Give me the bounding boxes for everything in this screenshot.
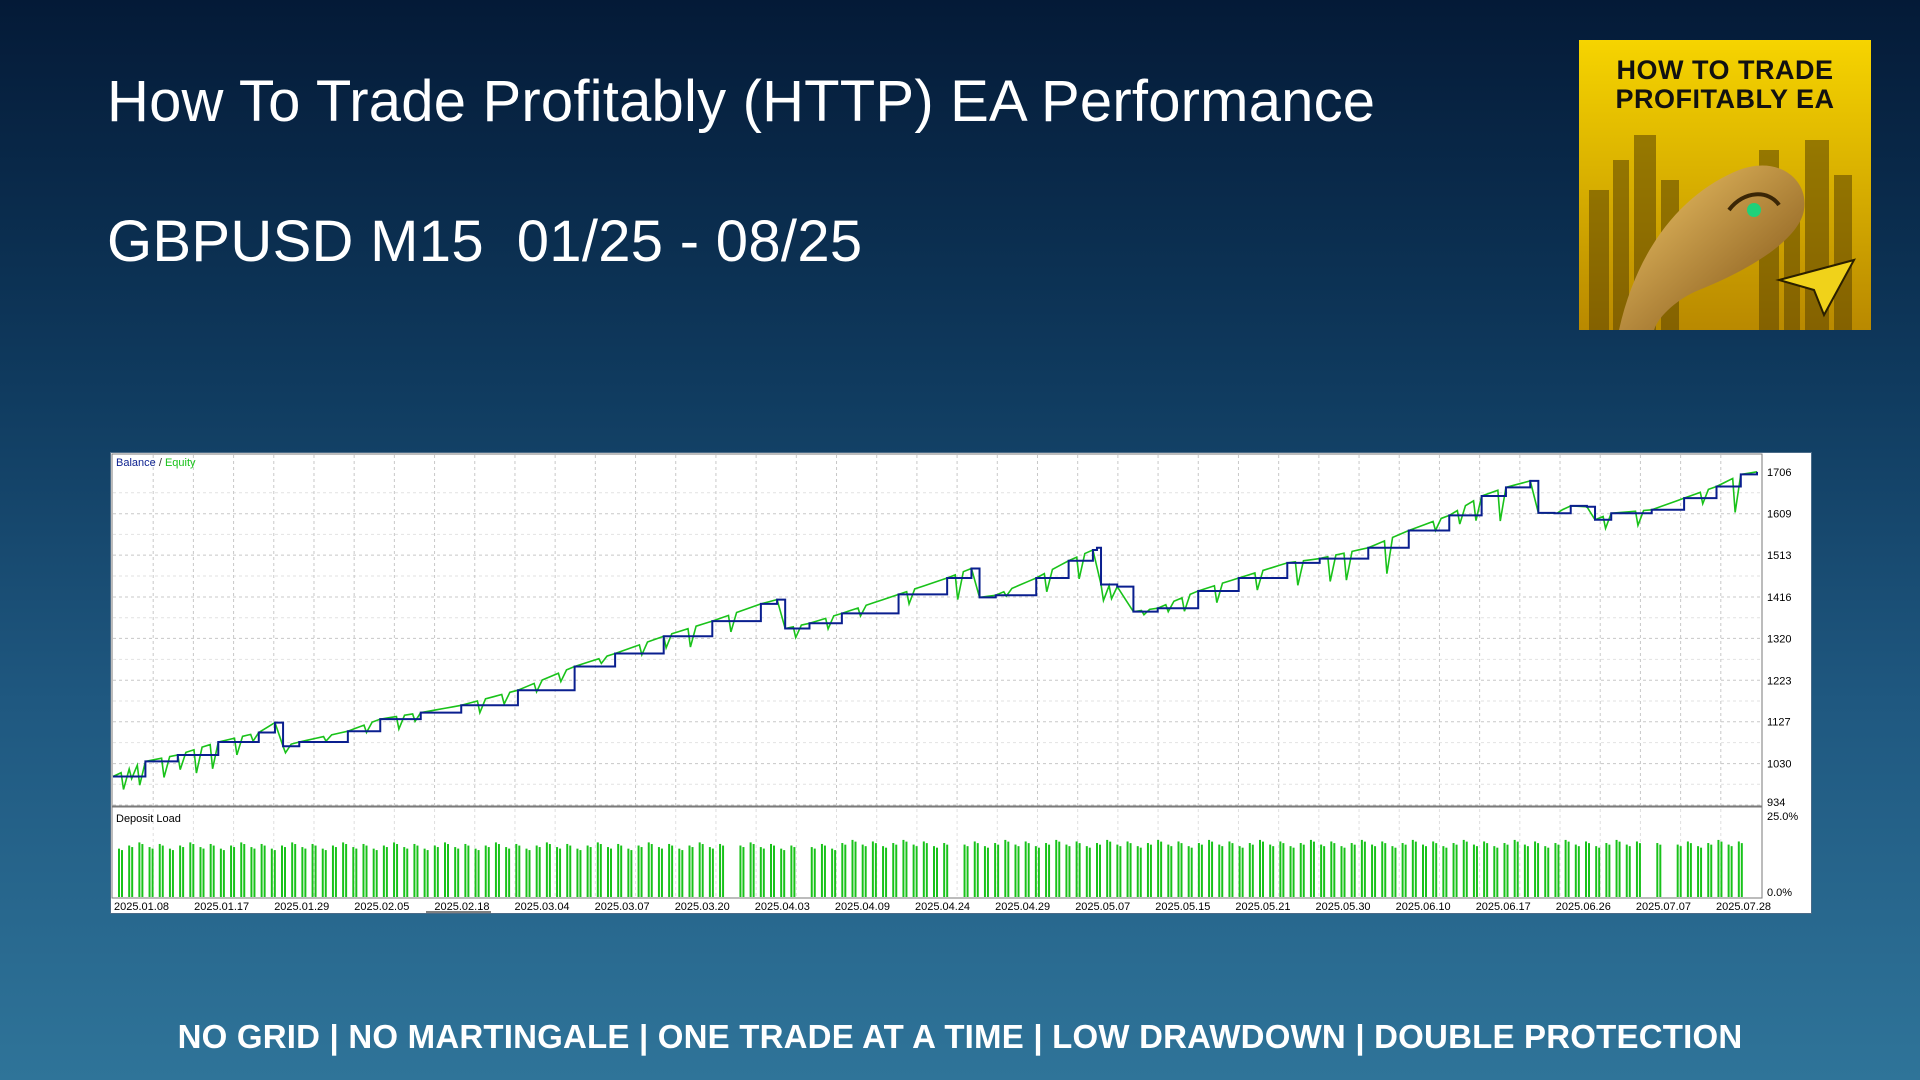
x-tick-label: 2025.04.29 [995,901,1050,913]
x-tick-label: 2025.01.08 [114,901,169,913]
main-plot-frame [111,453,1763,807]
x-tick-label: 2025.02.05 [354,901,409,913]
y-tick-label: 1320 [1767,633,1791,645]
y-tick-label: 934 [1767,797,1785,809]
deposit-plot-frame [111,806,1763,899]
x-tick-label: 2025.05.15 [1155,901,1210,913]
deposit-load-bars [118,839,1743,897]
ea-thumbnail-art [1579,40,1871,330]
x-tick-label: 2025.07.07 [1636,901,1691,913]
y-tick-label: 1416 [1767,592,1791,604]
y-tick-label: 1706 [1767,467,1791,479]
chart-grid [111,453,1763,899]
x-tick-label: 2025.03.07 [595,901,650,913]
x-tick-label: 2025.02.18 [434,901,489,913]
x-tick-label: 2025.06.10 [1396,901,1451,913]
chart-legend: Balance / Equity [116,457,196,469]
x-tick-label: 2025.07.28 [1716,901,1771,913]
x-tick-label: 2025.05.30 [1316,901,1371,913]
legend-balance: Balance [116,457,156,469]
x-tick-label: 2025.06.17 [1476,901,1531,913]
mt-report-chart: 1706 1609 1513 1416 1320 1223 1127 1030 934 Balan… [110,452,1812,914]
thumbnail-line-2: PROFITABLY EA [1615,84,1835,114]
legend-separator: / [156,457,165,469]
page-subtitle: GBPUSD M15 01/25 - 08/25 [107,209,863,274]
y-tick-label: 1030 [1767,759,1791,771]
x-tick-label: 2025.01.17 [194,901,249,913]
thumbnail-line-1: HOW TO TRADE [1616,55,1834,85]
x-tick-label: 2025.01.29 [274,901,329,913]
footer-tagline: NO GRID | NO MARTINGALE | ONE TRADE AT A… [177,1018,1743,1055]
thumbnail-caption: HOW TO TRADE PROFITABLY EA [1579,56,1871,114]
y-tick-label: 1513 [1767,550,1791,562]
balance-equity-chart: 1706 1609 1513 1416 1320 1223 1127 1030 934 Balan… [111,453,1798,913]
x-tick-label: 2025.04.24 [915,901,970,913]
y-tick-label: 1127 [1767,717,1791,729]
x-tick-label: 2025.05.07 [1075,901,1130,913]
balance-line [113,471,1758,778]
x-tick-label: 2025.04.03 [755,901,810,913]
chart-labels: 1706 1609 1513 1416 1320 1223 1127 1030 934 Balan… [114,457,1798,913]
legend-equity: Equity [165,457,196,469]
y-tick-label: 1223 [1767,675,1791,687]
x-tick-label: 2025.06.26 [1556,901,1611,913]
y-tick-label: 1609 [1767,509,1791,521]
x-tick-label: 2025.03.04 [515,901,570,913]
deposit-tick-label: 25.0% [1767,811,1798,823]
chart-series [112,471,1758,790]
x-tick-label: 2025.04.09 [835,901,890,913]
equity-line [112,471,1758,790]
x-tick-label: 2025.05.21 [1235,901,1290,913]
deposit-tick-label: 0.0% [1767,887,1792,899]
deposit-load-label: Deposit Load [116,813,181,825]
x-tick-label: 2025.03.20 [675,901,730,913]
ea-thumbnail: HOW TO TRADE PROFITABLY EA [1579,40,1871,330]
page-title: How To Trade Profitably (HTTP) EA Perfor… [107,69,1376,134]
